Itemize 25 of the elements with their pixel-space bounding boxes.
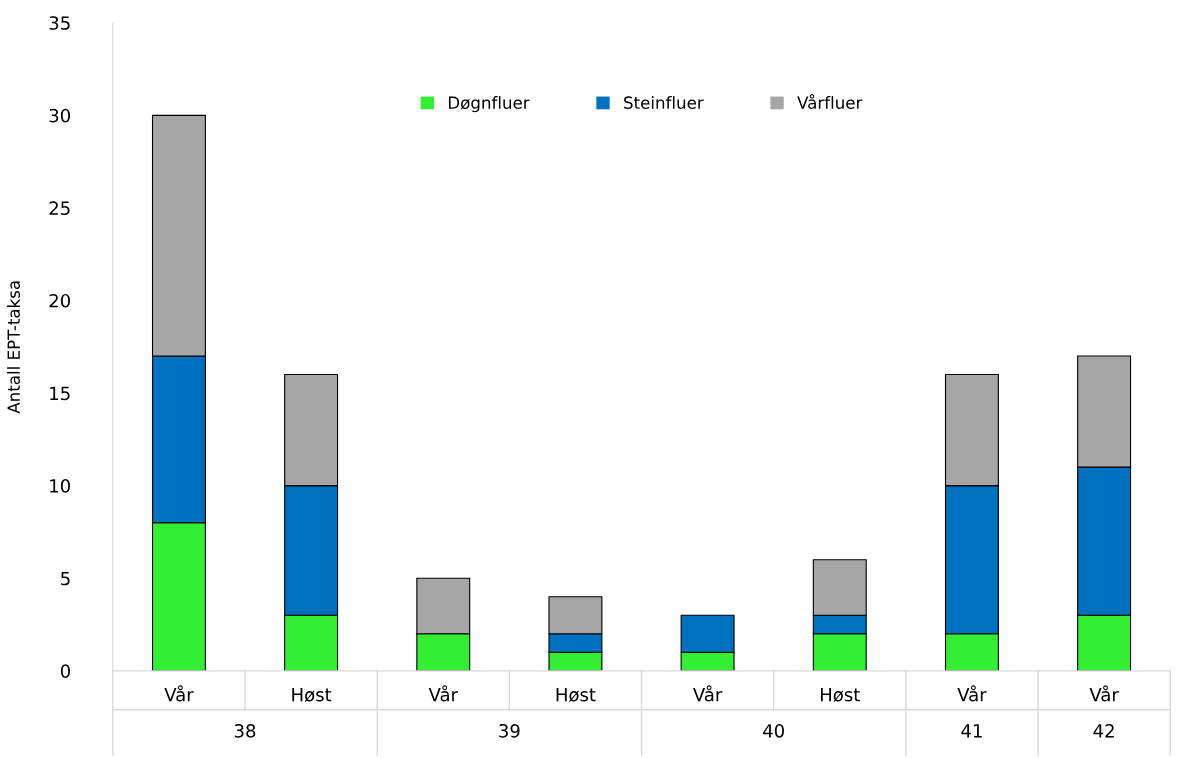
- x-tick-label: Vår: [693, 685, 723, 702]
- text: 41: [961, 724, 982, 738]
- x-tick-label: Vår: [428, 685, 458, 702]
- x-tick-label: Høst: [292, 688, 332, 703]
- x-tick-label: Vår: [164, 685, 194, 702]
- y-tick-label: 20: [49, 293, 70, 308]
- y-tick-label: 5: [61, 571, 70, 586]
- x-tick-label: Høst: [556, 688, 596, 703]
- text: 40: [763, 723, 784, 738]
- y-tick-label: 25: [49, 201, 70, 216]
- text: 42: [1093, 723, 1114, 738]
- x-tick-label: Vår: [1089, 685, 1119, 702]
- y-tick-label: 35: [49, 16, 70, 30]
- x-tick-label: Vår: [957, 685, 987, 702]
- text: 39: [499, 723, 520, 738]
- text: 38: [234, 723, 256, 738]
- y-tick-label: 30: [49, 108, 70, 123]
- legend-label: Døgnfluer: [448, 96, 530, 113]
- x-tick-label: Høst: [820, 688, 860, 703]
- legend-label: Vårfluer: [797, 94, 863, 109]
- legend-label: Steinfluer: [624, 96, 704, 109]
- y-tick-label: 10: [50, 479, 70, 493]
- y-axis-title: Antall EPT-taksa: [7, 281, 20, 414]
- y-tick-label: 15: [50, 386, 70, 401]
- y-tick-label: 0: [60, 664, 70, 678]
